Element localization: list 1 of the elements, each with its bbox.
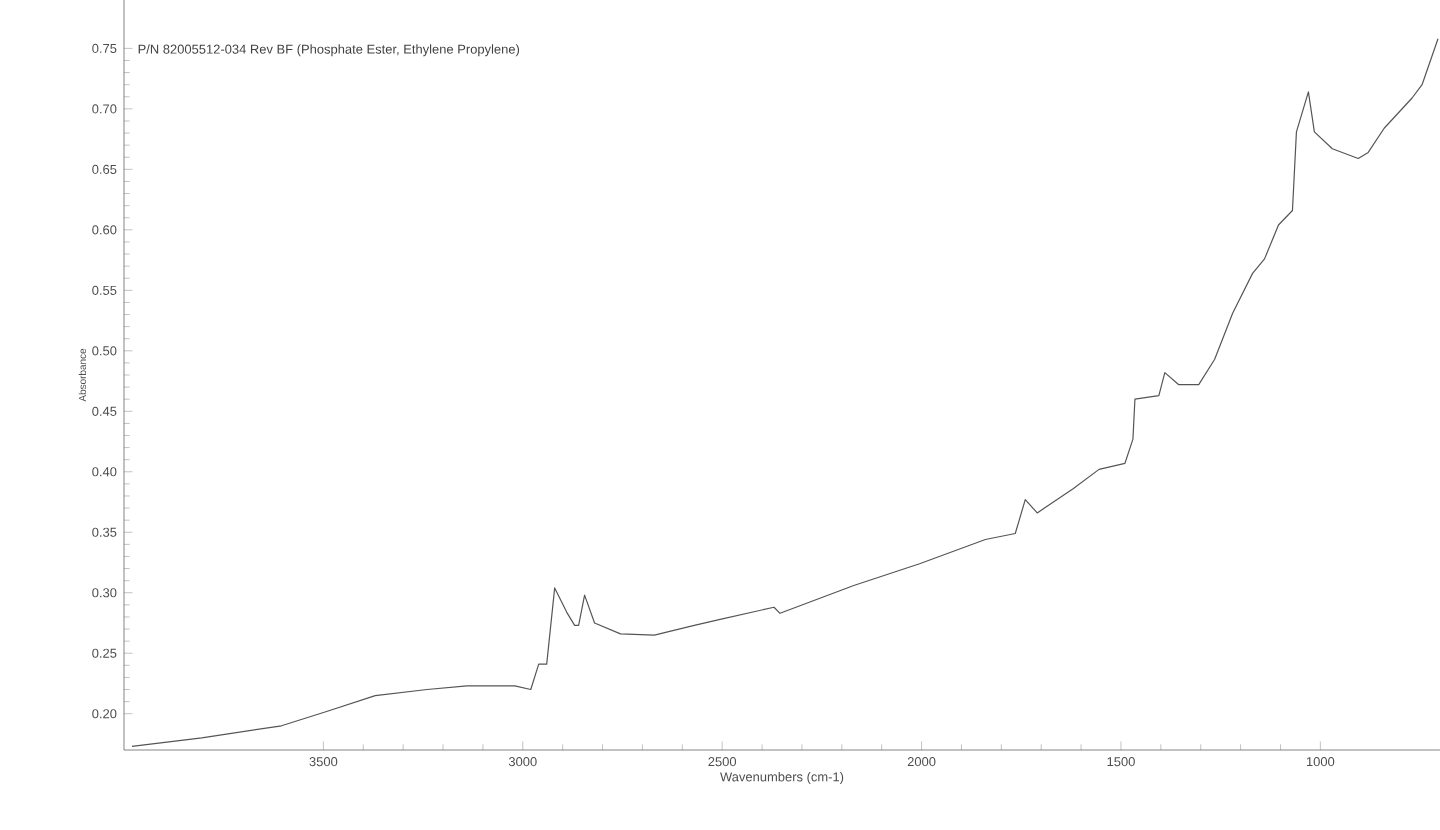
line-series: [131, 38, 1439, 747]
